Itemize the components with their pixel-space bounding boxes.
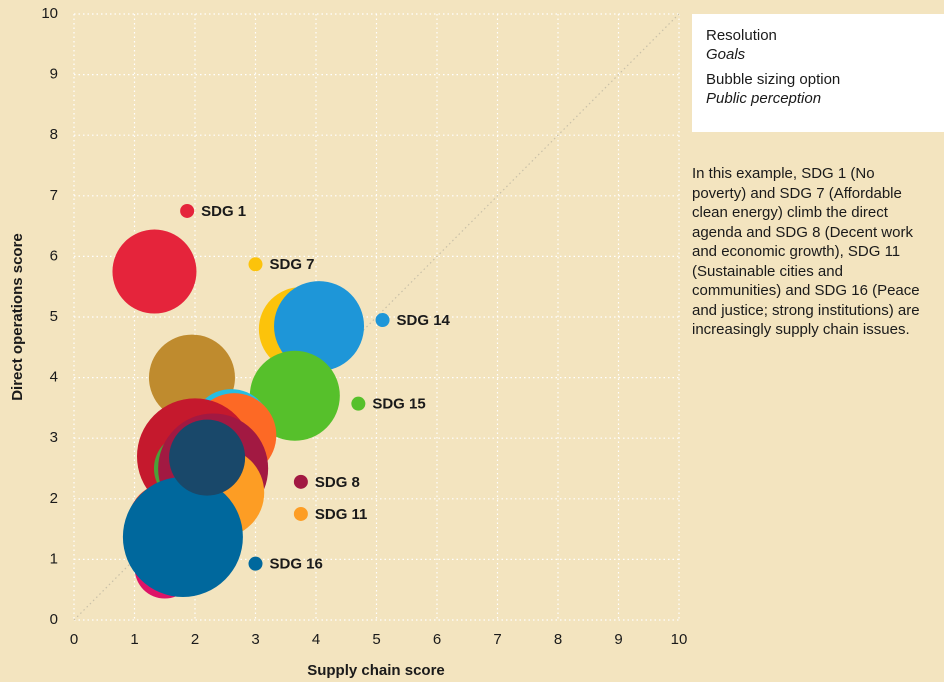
x-tick-label: 7 (493, 631, 501, 648)
marker-label: SDG 1 (201, 203, 246, 220)
x-tick-label: 10 (671, 631, 688, 648)
x-tick-label: 9 (614, 631, 622, 648)
y-tick-label: 1 (50, 550, 58, 567)
setting-value: Public perception (706, 90, 822, 107)
y-axis-title: Direct operations score (9, 233, 26, 401)
bubble (169, 419, 246, 496)
marker-dot (293, 506, 308, 521)
marker-label: SDG 7 (270, 256, 315, 273)
bubble (112, 229, 197, 314)
x-tick-label: 0 (70, 631, 78, 648)
x-tick-label: 8 (554, 631, 562, 648)
note: In this example, SDG 1 (No poverty) and … (692, 165, 920, 338)
marker-label: SDG 11 (315, 506, 368, 523)
x-tick-label: 5 (372, 631, 380, 648)
marker-dot (248, 556, 263, 571)
marker-label: SDG 16 (270, 556, 323, 573)
marker-label: SDG 15 (372, 396, 425, 413)
x-tick-label: 4 (312, 631, 320, 648)
bubble (122, 476, 243, 597)
x-tick-label: 1 (130, 631, 138, 648)
y-tick-label: 3 (50, 429, 58, 446)
x-axis-title: Supply chain score (307, 662, 445, 679)
marker-label: SDG 8 (315, 474, 360, 491)
y-tick-label: 0 (50, 611, 58, 628)
marker-dot (180, 203, 195, 218)
x-tick-label: 2 (191, 631, 199, 648)
y-tick-label: 8 (50, 126, 58, 143)
y-tick-label: 2 (50, 490, 58, 507)
setting-label: Bubble sizing option (706, 71, 841, 88)
settings-panel: Resolution Goals Bubble sizing option Pu… (692, 14, 944, 132)
marker-dot (248, 257, 263, 272)
x-tick-label: 3 (251, 631, 259, 648)
marker-dot (293, 474, 308, 489)
marker-label: SDG 14 (397, 312, 451, 329)
marker-dot (375, 313, 390, 328)
x-tick-label: 6 (433, 631, 441, 648)
y-tick-label: 5 (50, 308, 58, 325)
bubble (274, 281, 365, 372)
y-tick-label: 6 (50, 247, 58, 264)
y-tick-label: 10 (41, 5, 58, 22)
setting-label: Resolution (706, 27, 777, 44)
y-tick-label: 7 (50, 187, 58, 204)
marker-dot (351, 396, 366, 411)
y-tick-label: 4 (50, 369, 58, 386)
setting-value: Goals (706, 46, 746, 63)
y-tick-label: 9 (50, 66, 58, 83)
